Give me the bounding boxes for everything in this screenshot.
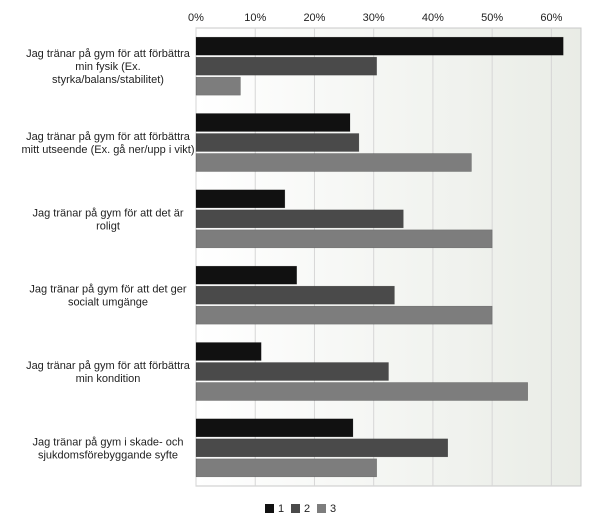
legend: 1 2 3 bbox=[265, 503, 336, 515]
category-label: styrka/balans/stabilitet) bbox=[52, 74, 164, 86]
category-label: sjukdomsförebyggande syfte bbox=[38, 449, 178, 461]
category-label: Jag tränar på gym i skade- och bbox=[32, 436, 183, 448]
bars bbox=[195, 36, 564, 478]
bar-series-3 bbox=[195, 76, 241, 96]
bar-series-1 bbox=[195, 189, 286, 209]
bar-series-3 bbox=[195, 229, 493, 249]
gridlines bbox=[195, 28, 552, 486]
x-tick-label: 0% bbox=[188, 12, 204, 24]
category-label: Jag tränar på gym för att det är bbox=[32, 207, 183, 219]
legend-swatch bbox=[291, 504, 300, 513]
bar-series-2 bbox=[195, 285, 395, 305]
bar-series-2 bbox=[195, 209, 404, 229]
bar-series-3 bbox=[195, 153, 472, 172]
bar-series-3 bbox=[195, 382, 528, 401]
bar-series-1 bbox=[195, 113, 351, 132]
category-label: mitt utseende (Ex. gå ner/upp i vikt) bbox=[21, 144, 194, 156]
bar-series-2 bbox=[195, 133, 360, 152]
x-tick-label: 50% bbox=[481, 12, 503, 24]
bar-series-1 bbox=[195, 418, 354, 438]
legend-label: 1 bbox=[278, 503, 284, 515]
category-label: Jag tränar på gym för att det ger bbox=[29, 284, 186, 296]
x-tick-label: 10% bbox=[244, 12, 266, 24]
legend-label: 3 bbox=[330, 503, 336, 515]
bar-series-1 bbox=[195, 36, 564, 56]
bar-series-2 bbox=[195, 362, 389, 381]
bar-series-2 bbox=[195, 438, 448, 458]
bar-series-3 bbox=[195, 305, 493, 325]
bar-series-3 bbox=[195, 458, 377, 478]
plot-area bbox=[195, 27, 582, 487]
legend-label: 2 bbox=[304, 503, 310, 515]
legend-swatch bbox=[317, 504, 326, 513]
x-tick-label: 30% bbox=[363, 12, 385, 24]
x-axis-ticks: 0% 10% 20% 30% 40% 50% 60% bbox=[188, 12, 563, 24]
category-label: min fysik (Ex. bbox=[75, 61, 140, 73]
category-label: Jag tränar på gym för att förbättra bbox=[26, 131, 191, 143]
bar-series-1 bbox=[195, 342, 262, 361]
x-tick-label: 40% bbox=[422, 12, 444, 24]
category-label: min kondition bbox=[76, 373, 141, 385]
x-tick-label: 60% bbox=[540, 12, 562, 24]
bar-series-1 bbox=[195, 265, 297, 285]
category-label: socialt umgänge bbox=[68, 297, 148, 309]
legend-swatch bbox=[265, 504, 274, 513]
bar-series-2 bbox=[195, 56, 377, 76]
x-tick-label: 20% bbox=[303, 12, 325, 24]
category-label: Jag tränar på gym för att förbättra bbox=[26, 48, 191, 60]
category-label: Jag tränar på gym för att förbättra bbox=[26, 360, 191, 372]
category-label: roligt bbox=[96, 220, 120, 232]
